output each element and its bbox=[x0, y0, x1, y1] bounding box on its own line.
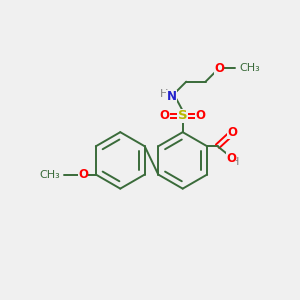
Text: O: O bbox=[160, 109, 170, 122]
Text: O: O bbox=[227, 126, 237, 139]
Text: S: S bbox=[178, 109, 188, 122]
Text: CH₃: CH₃ bbox=[39, 169, 60, 179]
Text: H: H bbox=[160, 89, 168, 99]
Text: O: O bbox=[226, 152, 236, 165]
Text: O: O bbox=[214, 62, 224, 75]
Text: O: O bbox=[196, 109, 206, 122]
Text: N: N bbox=[167, 90, 176, 103]
Text: O: O bbox=[78, 168, 88, 181]
Text: H: H bbox=[231, 157, 239, 167]
Text: CH₃: CH₃ bbox=[239, 63, 260, 73]
